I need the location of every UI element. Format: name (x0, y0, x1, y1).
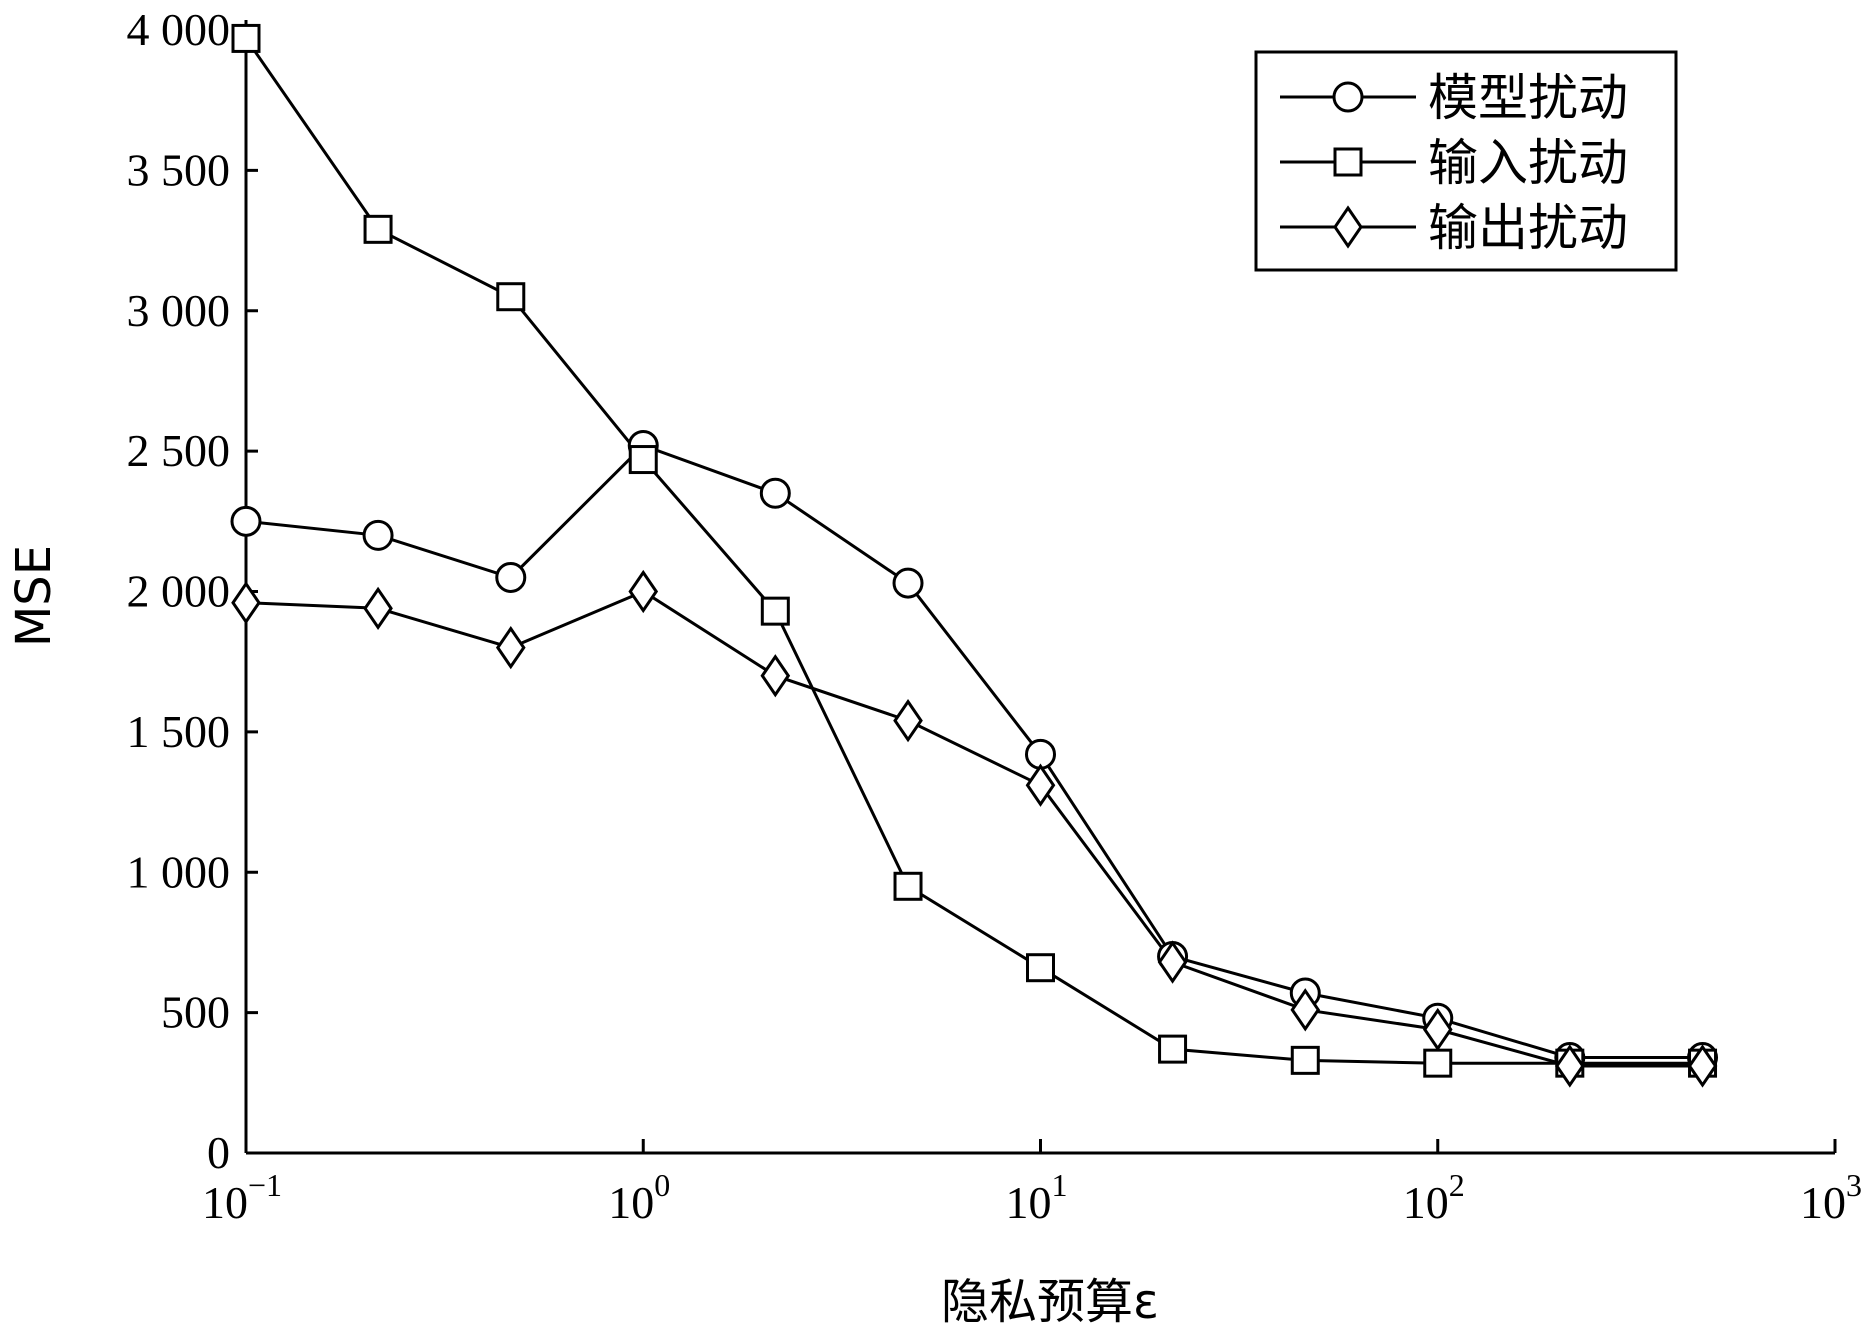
series-line-circle (245, 443, 1703, 1059)
y-tick-label: 1 500 (127, 706, 231, 757)
x-tick-exponent: 2 (1449, 1167, 1465, 1203)
x-tick-label: 102 (1403, 1167, 1465, 1228)
y-tick-label: 0 (207, 1127, 230, 1178)
data-point-diamond (1687, 1044, 1718, 1088)
legend-box (1254, 50, 1678, 272)
legend-label: 输入扰动 (1428, 134, 1628, 192)
legend-label: 模型扰动 (1428, 69, 1628, 127)
x-tick-label: 101 (1006, 1167, 1068, 1228)
legend-marker-diamond (1333, 205, 1363, 249)
data-point-diamond (495, 625, 526, 670)
data-point-square (1026, 953, 1055, 983)
y-tick-label: 1 000 (127, 846, 231, 897)
data-point-diamond (1422, 1007, 1453, 1052)
data-point-square (231, 23, 261, 53)
x-tick-exponent: −1 (248, 1167, 282, 1203)
y-tick-label: 2 000 (127, 566, 231, 617)
data-point-square (1423, 1048, 1453, 1078)
data-point-circle (230, 505, 262, 537)
x-tick-base: 10 (1006, 1177, 1052, 1228)
y-tick-label: 3 500 (127, 144, 231, 195)
x-tick-label: 10−1 (202, 1167, 282, 1228)
legend-marker-square (1333, 147, 1363, 177)
data-point-square (760, 596, 790, 626)
y-axis-title: MSE (6, 545, 62, 647)
series-line-diamond (245, 589, 1703, 1068)
data-point-square (363, 214, 393, 244)
data-point-diamond (1157, 940, 1188, 984)
x-tick-exponent: 0 (654, 1167, 670, 1203)
data-point-diamond (363, 586, 393, 631)
data-point-circle (892, 567, 924, 599)
y-tick-label: 2 500 (127, 425, 231, 476)
data-point-diamond (231, 581, 261, 625)
x-tick-exponent: 1 (1052, 1167, 1068, 1203)
x-tick-base: 10 (1800, 1177, 1846, 1228)
data-point-diamond (760, 654, 791, 698)
data-point-circle (362, 519, 394, 551)
x-tick-exponent: 3 (1846, 1167, 1862, 1203)
x-tick-base: 10 (202, 1177, 248, 1228)
y-tick-label: 500 (161, 987, 230, 1038)
series-line-square (244, 37, 1703, 1065)
data-point-square (628, 445, 658, 475)
data-point-square (1290, 1045, 1320, 1075)
axes: 0 500 1 000 1 500 2 000 2 500 3 000 3 500 4 000 1… (127, 4, 1863, 1228)
legend-marker-circle (1332, 81, 1364, 113)
data-point-circle (759, 477, 791, 509)
y-tick-label: 3 000 (127, 285, 231, 336)
x-tick-base: 10 (1403, 1177, 1449, 1228)
data-point-square (496, 282, 526, 312)
data-point-diamond (1290, 988, 1321, 1032)
x-tick-label: 100 (608, 1167, 670, 1228)
series-lines (244, 37, 1703, 1068)
data-point-diamond (1025, 763, 1056, 807)
data-point-diamond (893, 698, 923, 743)
x-axis-title: 隐私预算ε (941, 1274, 1159, 1330)
data-point-diamond (628, 569, 659, 614)
x-tick-base: 10 (608, 1177, 654, 1228)
legend-label: 输出扰动 (1428, 199, 1628, 257)
x-tick-label: 103 (1800, 1167, 1862, 1228)
y-tick-label: 4 000 (127, 4, 231, 55)
data-point-diamond (1554, 1044, 1585, 1088)
series-markers (230, 23, 1719, 1088)
data-point-square (1158, 1034, 1188, 1064)
data-point-circle (495, 561, 527, 593)
data-point-square (893, 871, 923, 901)
